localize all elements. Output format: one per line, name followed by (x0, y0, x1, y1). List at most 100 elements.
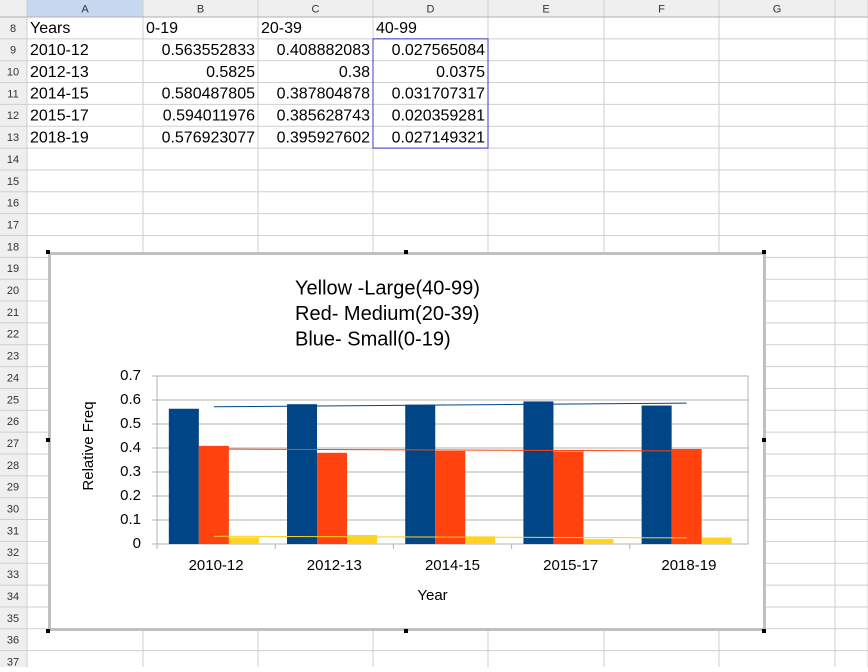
row-header[interactable]: 26 (7, 416, 19, 428)
row-header[interactable]: 22 (7, 329, 19, 341)
cell-text[interactable]: 0.0375 (436, 64, 485, 81)
cell-text[interactable]: 0.395927602 (277, 129, 371, 146)
row-header[interactable]: 18 (7, 241, 19, 253)
cell-text[interactable]: 2010-12 (30, 42, 89, 59)
bar (641, 405, 672, 544)
column-header-bar (0, 0, 868, 17)
selection-handle[interactable] (46, 438, 50, 442)
column-header[interactable]: E (542, 3, 549, 15)
bar (583, 539, 614, 544)
cell-text[interactable]: 0.576923077 (162, 129, 256, 146)
cell-text[interactable]: 20-39 (261, 20, 302, 37)
selection-handle[interactable] (46, 629, 50, 633)
cell-text[interactable]: 0.020359281 (392, 108, 486, 125)
bar (317, 452, 348, 544)
selected-column-header (27, 0, 143, 17)
y-tick-label: 0.3 (120, 463, 141, 480)
row-header[interactable]: 19 (7, 263, 19, 275)
row-header[interactable]: 9 (10, 45, 16, 57)
column-header[interactable]: B (197, 3, 204, 15)
cell-text[interactable]: 0.031707317 (392, 86, 486, 103)
chart-title: Red- Medium(20-39) (295, 303, 480, 325)
column-header[interactable]: A (81, 3, 89, 15)
cell-text[interactable]: 0.027149321 (392, 129, 486, 146)
row-header[interactable]: 14 (7, 154, 19, 166)
column-header[interactable]: D (427, 3, 435, 15)
selection-handle[interactable] (762, 250, 766, 254)
row-header[interactable]: 15 (7, 176, 19, 188)
trend-line (213, 448, 687, 452)
cell-text[interactable]: 0.408882083 (277, 42, 371, 59)
column-header[interactable]: G (773, 3, 782, 15)
row-header[interactable]: 11 (7, 88, 18, 100)
selection-handle[interactable] (404, 250, 408, 254)
cell-text[interactable]: 40-99 (376, 20, 417, 37)
selection-handle[interactable] (762, 438, 766, 442)
cell-text[interactable]: 2018-19 (30, 129, 89, 146)
bar (435, 450, 466, 544)
selection-handle[interactable] (46, 250, 50, 254)
row-header[interactable]: 8 (10, 23, 16, 35)
row-header[interactable]: 20 (7, 285, 19, 297)
cell-text[interactable]: 0.385628743 (277, 108, 371, 125)
cell-text[interactable]: 0-19 (146, 20, 178, 37)
row-header[interactable]: 32 (7, 547, 19, 559)
row-header[interactable]: 31 (7, 525, 19, 537)
selection-handle[interactable] (404, 629, 408, 633)
row-header[interactable]: 23 (7, 351, 19, 363)
row-header[interactable]: 25 (7, 394, 19, 406)
bar (701, 537, 732, 544)
cell-text[interactable]: 0.580487805 (162, 86, 256, 103)
cell-selection[interactable] (372, 38, 489, 149)
cell-text[interactable]: 2014-15 (30, 86, 89, 103)
cell-text[interactable]: 0.5825 (206, 64, 255, 81)
cell-text[interactable]: Years (30, 20, 70, 37)
row-header[interactable]: 21 (7, 307, 19, 319)
bar (287, 404, 318, 544)
row-header[interactable]: 34 (7, 591, 19, 603)
row-header[interactable]: 29 (7, 482, 19, 494)
cell-text[interactable]: 2015-17 (30, 108, 89, 125)
cell-text[interactable]: 0.38 (339, 64, 370, 81)
cell-text[interactable]: 0.594011976 (163, 108, 255, 125)
row-header[interactable]: 17 (7, 219, 19, 231)
row-header[interactable]: 10 (7, 67, 19, 79)
row-header[interactable]: 27 (7, 438, 19, 450)
x-tick-label: 2018-19 (661, 557, 716, 574)
row-header[interactable]: 16 (7, 198, 19, 210)
row-header[interactable]: 24 (7, 372, 19, 384)
x-tick-label: 2012-13 (307, 557, 362, 574)
x-tick-label: 2010-12 (189, 557, 244, 574)
row-header[interactable]: 30 (7, 504, 19, 516)
bar (198, 445, 229, 544)
chart-title: Blue- Small(0-19) (295, 328, 451, 350)
row-header[interactable]: 36 (7, 635, 19, 647)
y-tick-label: 0.2 (120, 487, 141, 504)
row-header[interactable]: 35 (7, 613, 19, 625)
y-tick-label: 0.1 (120, 511, 141, 528)
x-tick-label: 2015-17 (543, 557, 598, 574)
trend-line (213, 535, 687, 539)
bar (523, 401, 554, 544)
cell-text[interactable]: 0.387804878 (277, 86, 371, 103)
row-header[interactable]: 37 (7, 656, 19, 668)
column-header[interactable]: C (312, 3, 320, 15)
row-header[interactable]: 12 (7, 110, 19, 122)
bar (347, 535, 378, 544)
bar (465, 536, 496, 544)
selection-handle[interactable] (762, 629, 766, 633)
chart[interactable]: Yellow -Large(40-99) Red- Medium(20-39) Bl… (46, 250, 766, 633)
cell-text[interactable]: 0.027565084 (392, 42, 486, 59)
trend-line (213, 402, 687, 408)
row-header[interactable]: 13 (7, 132, 19, 144)
x-axis-label: Year (417, 587, 447, 604)
row-header[interactable]: 33 (7, 569, 19, 581)
cell-text[interactable]: 0.563552833 (162, 42, 256, 59)
cell-text[interactable]: 2012-13 (30, 64, 89, 81)
y-tick-label: 0 (133, 535, 141, 552)
row-header[interactable]: 28 (7, 460, 19, 472)
bar (228, 537, 259, 544)
column-header[interactable]: F (658, 3, 665, 15)
bar (168, 408, 199, 544)
